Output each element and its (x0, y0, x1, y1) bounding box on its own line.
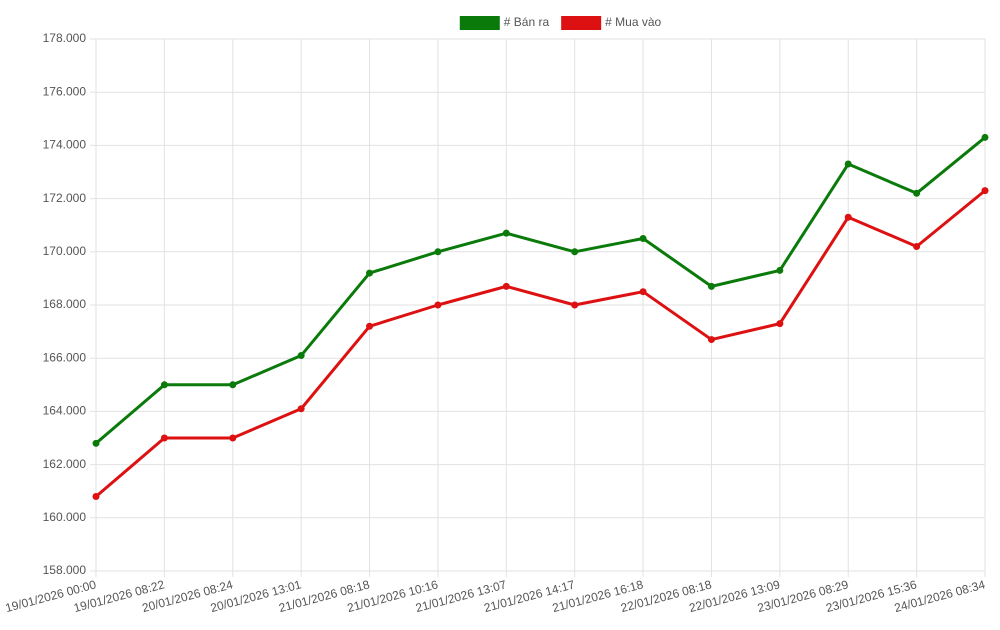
y-tick-label: 178.000 (43, 31, 87, 45)
data-point (434, 301, 442, 309)
y-tick-label: 170.000 (43, 244, 87, 258)
legend-label: # Bán ra (504, 15, 550, 29)
data-point (913, 242, 921, 250)
legend: # Bán ra # Mua vào (459, 15, 662, 30)
data-point (297, 405, 305, 413)
legend-item: # Mua vào (561, 15, 662, 30)
data-point (776, 320, 784, 328)
data-point (776, 266, 784, 274)
y-tick-label: 174.000 (43, 138, 87, 152)
legend-swatch (459, 16, 500, 30)
data-point (981, 133, 989, 141)
data-point (913, 189, 921, 197)
y-tick-label: 158.000 (43, 563, 87, 577)
data-point (366, 322, 374, 330)
data-point (297, 352, 305, 360)
data-point (92, 439, 100, 447)
data-point (639, 235, 647, 242)
y-tick-label: 172.000 (43, 191, 87, 205)
series-line (95, 189, 986, 498)
data-point (639, 288, 647, 296)
data-point (571, 301, 579, 309)
data-point (844, 213, 852, 221)
data-point (502, 229, 510, 237)
legend-swatch (561, 16, 602, 30)
legend-label: # Mua vào (605, 15, 661, 29)
data-point (571, 248, 579, 256)
data-point (434, 248, 442, 256)
data-point (160, 381, 168, 389)
series-line (95, 136, 986, 445)
data-point (92, 493, 100, 501)
data-point (844, 160, 852, 168)
data-point (229, 381, 237, 389)
y-tick-label: 162.000 (43, 457, 87, 471)
legend-item: # Bán ra (459, 15, 550, 30)
data-point (366, 269, 374, 277)
y-tick-label: 166.000 (43, 350, 87, 364)
y-tick-label: 164.000 (43, 404, 87, 418)
y-tick-label: 168.000 (43, 297, 87, 311)
y-tick-label: 160.000 (43, 510, 87, 524)
data-point (229, 434, 237, 442)
data-point (160, 434, 168, 442)
data-point (707, 282, 715, 290)
data-point (502, 282, 510, 290)
y-tick-label: 176.000 (43, 84, 87, 98)
data-point (707, 336, 715, 344)
data-point (981, 187, 989, 195)
